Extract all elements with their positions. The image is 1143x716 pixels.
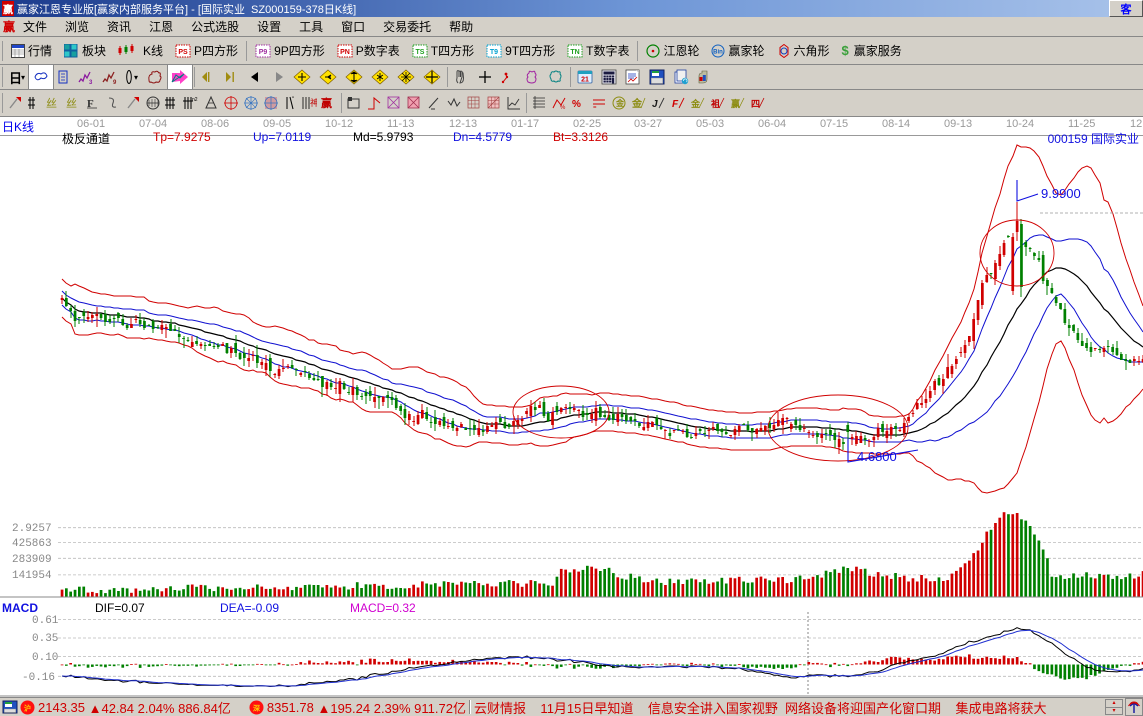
- svg-text:沪: 沪: [24, 703, 31, 712]
- svg-text:-0.16: -0.16: [22, 672, 55, 684]
- svg-text:0.61: 0.61: [32, 615, 59, 627]
- svg-text:0.35: 0.35: [32, 633, 58, 645]
- svg-text:深: 深: [253, 703, 260, 712]
- svg-text:0.10: 0.10: [32, 652, 58, 664]
